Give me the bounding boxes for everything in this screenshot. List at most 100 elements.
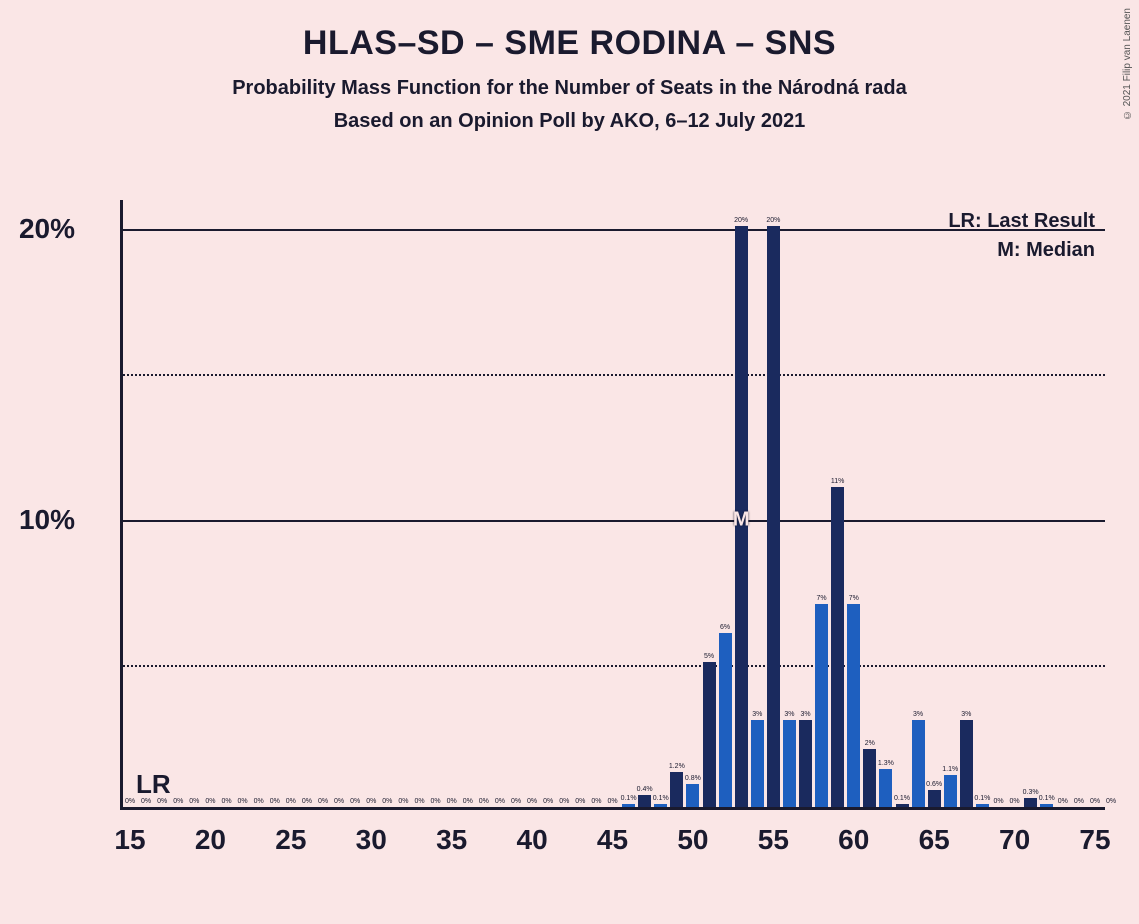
page-title: HLAS–SD – SME RODINA – SNS xyxy=(0,24,1139,63)
bar-value-label: 7% xyxy=(849,595,859,602)
bar-value-label: 0.3% xyxy=(1023,789,1039,796)
bar-value-label: 0% xyxy=(302,798,312,805)
bar: 0.1% xyxy=(976,804,989,807)
bar-value-label: 0.1% xyxy=(894,795,910,802)
bar-value-label: 0% xyxy=(205,798,215,805)
bar-value-label: 0% xyxy=(189,798,199,805)
title-block: HLAS–SD – SME RODINA – SNS Probability M… xyxy=(0,0,1139,133)
lr-marker: LR xyxy=(136,769,171,800)
bar-value-label: 0% xyxy=(157,798,167,805)
bar-value-label: 0.1% xyxy=(621,795,637,802)
bar-value-label: 5% xyxy=(704,653,714,660)
bar: 0.1% xyxy=(1040,804,1053,807)
bar-value-label: 0% xyxy=(543,798,553,805)
bar: 0.4% xyxy=(638,795,651,807)
legend-lr: LR: Last Result xyxy=(948,210,1095,233)
bar-value-label: 7% xyxy=(817,595,827,602)
bar-value-label: 0% xyxy=(993,798,1003,805)
bar-value-label: 0% xyxy=(463,798,473,805)
x-axis xyxy=(120,807,1105,810)
bar: 1.1% xyxy=(944,775,957,807)
bar: 1.3% xyxy=(879,769,892,807)
bar-value-label: 11% xyxy=(831,478,845,485)
bar-value-label: 0% xyxy=(334,798,344,805)
bar-value-label: 0% xyxy=(173,798,183,805)
bar: 0.1% xyxy=(654,804,667,807)
grid-dotted xyxy=(120,665,1105,667)
grid-solid xyxy=(120,520,1105,522)
bar: 0.1% xyxy=(896,804,909,807)
bar-value-label: 20% xyxy=(734,217,748,224)
x-tick-label: 75 xyxy=(1079,824,1110,856)
bar: 0.8% xyxy=(686,784,699,807)
bar-value-label: 3% xyxy=(913,711,923,718)
bar-value-label: 0% xyxy=(398,798,408,805)
y-tick-label: 10% xyxy=(19,504,75,536)
bar: 5% xyxy=(703,662,716,807)
bar-value-label: 2% xyxy=(865,740,875,747)
x-tick-label: 40 xyxy=(517,824,548,856)
bar-value-label: 0% xyxy=(495,798,505,805)
bar: 1.2% xyxy=(670,772,683,807)
x-tick-label: 55 xyxy=(758,824,789,856)
bar-value-label: 0% xyxy=(286,798,296,805)
bar: 7% xyxy=(815,604,828,807)
bar-value-label: 0% xyxy=(527,798,537,805)
bar: 3% xyxy=(960,720,973,807)
bar: 20% xyxy=(767,226,780,807)
bar-value-label: 0.1% xyxy=(653,795,669,802)
bar: 0.1% xyxy=(622,804,635,807)
bar-value-label: 0% xyxy=(238,798,248,805)
bar-value-label: 1.1% xyxy=(942,766,958,773)
bar-value-label: 0% xyxy=(125,798,135,805)
bar-value-label: 3% xyxy=(752,711,762,718)
bar-value-label: 1.3% xyxy=(878,760,894,767)
bar-value-label: 3% xyxy=(784,711,794,718)
bar-value-label: 0% xyxy=(1074,798,1084,805)
x-tick-label: 50 xyxy=(677,824,708,856)
bar-value-label: 6% xyxy=(720,624,730,631)
bar-value-label: 0% xyxy=(350,798,360,805)
chart-area: 10%20% 15202530354045505560657075 LR: La… xyxy=(120,200,1105,810)
bar-value-label: 0% xyxy=(141,798,151,805)
bar-value-label: 0% xyxy=(318,798,328,805)
bar: 3% xyxy=(799,720,812,807)
x-tick-label: 65 xyxy=(919,824,950,856)
x-tick-label: 15 xyxy=(114,824,145,856)
bar-value-label: 0% xyxy=(414,798,424,805)
bar-value-label: 0% xyxy=(366,798,376,805)
bar: 0.6% xyxy=(928,790,941,807)
bar-value-label: 0% xyxy=(1090,798,1100,805)
bar-value-label: 0.8% xyxy=(685,775,701,782)
legend-m: M: Median xyxy=(948,239,1095,262)
grid-dotted xyxy=(120,374,1105,376)
bar-value-label: 0% xyxy=(431,798,441,805)
bar-value-label: 0% xyxy=(511,798,521,805)
bar-value-label: 0.4% xyxy=(637,786,653,793)
bar-value-label: 0% xyxy=(591,798,601,805)
subtitle-1: Probability Mass Function for the Number… xyxy=(0,77,1139,100)
bar-value-label: 3% xyxy=(961,711,971,718)
bar-value-label: 0% xyxy=(1010,798,1020,805)
bar-value-label: 20% xyxy=(766,217,780,224)
bar-value-label: 1.2% xyxy=(669,763,685,770)
legend: LR: Last Result M: Median xyxy=(948,210,1095,268)
x-tick-label: 45 xyxy=(597,824,628,856)
bar-value-label: 0% xyxy=(382,798,392,805)
x-tick-label: 30 xyxy=(356,824,387,856)
bar: 3% xyxy=(912,720,925,807)
bar-value-label: 0% xyxy=(479,798,489,805)
bar: 11% xyxy=(831,487,844,807)
bar: 7% xyxy=(847,604,860,807)
x-tick-label: 70 xyxy=(999,824,1030,856)
bar: 3% xyxy=(751,720,764,807)
bar-value-label: 0% xyxy=(1106,798,1116,805)
bar-value-label: 0% xyxy=(559,798,569,805)
bar-value-label: 0% xyxy=(575,798,585,805)
copyright-text: © 2021 Filip van Laenen xyxy=(1122,8,1133,120)
bar-value-label: 0% xyxy=(221,798,231,805)
x-tick-label: 35 xyxy=(436,824,467,856)
bar-value-label: 0.6% xyxy=(926,781,942,788)
bar-value-label: 0.1% xyxy=(1039,795,1055,802)
x-tick-label: 20 xyxy=(195,824,226,856)
